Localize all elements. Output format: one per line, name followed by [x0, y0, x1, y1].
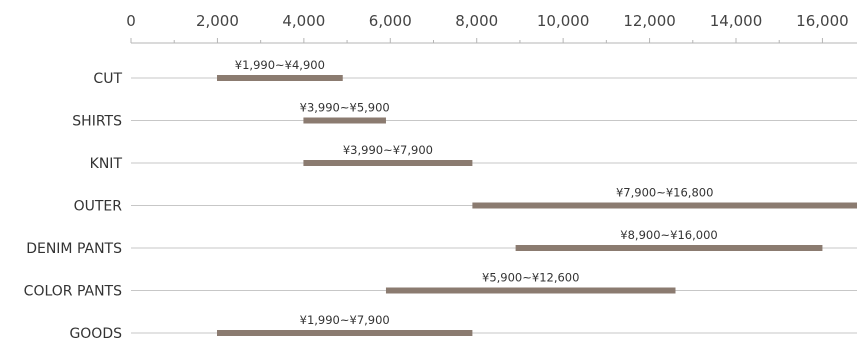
- x-tick-label: 0: [126, 12, 136, 30]
- range-label: ¥1,990~¥7,900: [300, 313, 390, 327]
- x-axis: 0 2,000 4,000 6,000 8,000 10,000 12,000 14,000 1…: [126, 12, 857, 44]
- x-tick-label: 10,000: [537, 12, 590, 30]
- range-bar: [515, 245, 823, 251]
- category-label: GOODS: [69, 326, 122, 340]
- range-bar: [303, 160, 473, 166]
- chart-row: GOODS ¥1,990~¥7,900: [69, 313, 857, 340]
- category-label: COLOR PANTS: [24, 284, 122, 300]
- range-bar: [216, 330, 473, 336]
- x-tick-label: 4,000: [282, 12, 325, 30]
- range-label: ¥3,990~¥5,900: [300, 101, 390, 115]
- x-tick-label: 16,000: [796, 12, 849, 30]
- chart-row: KNIT ¥3,990~¥7,900: [90, 143, 857, 172]
- chart-row: SHIRTS ¥3,990~¥5,900: [72, 101, 857, 130]
- chart-rows: CUT ¥1,990~¥4,900 SHIRTS ¥3,990~¥5,900 KNIT ¥…: [24, 58, 857, 340]
- range-label: ¥1,990~¥4,900: [235, 58, 325, 72]
- category-label: KNIT: [90, 156, 123, 172]
- chart-row: OUTER ¥7,900~¥16,800: [74, 186, 857, 215]
- category-label: CUT: [93, 71, 122, 87]
- category-label: DENIM PANTS: [26, 241, 122, 257]
- chart-row: CUT ¥1,990~¥4,900: [93, 58, 857, 87]
- x-tick-label: 14,000: [710, 12, 763, 30]
- x-tick-label: 12,000: [623, 12, 676, 30]
- range-bar: [472, 202, 857, 209]
- x-tick-label: 2,000: [196, 12, 239, 30]
- range-label: ¥3,990~¥7,900: [343, 143, 433, 157]
- x-tick-label: 8,000: [455, 12, 498, 30]
- range-label: ¥7,900~¥16,800: [616, 186, 713, 200]
- range-label: ¥8,900~¥16,000: [620, 228, 717, 242]
- range-bar: [385, 287, 676, 294]
- range-bar: [303, 117, 386, 124]
- category-label: OUTER: [74, 199, 123, 215]
- chart-row: COLOR PANTS ¥5,900~¥12,600: [24, 271, 857, 300]
- chart-row: DENIM PANTS ¥8,900~¥16,000: [26, 228, 857, 257]
- x-tick-label: 6,000: [369, 12, 412, 30]
- category-label: SHIRTS: [72, 114, 122, 130]
- range-bar: [216, 75, 343, 81]
- range-label: ¥5,900~¥12,600: [482, 271, 579, 285]
